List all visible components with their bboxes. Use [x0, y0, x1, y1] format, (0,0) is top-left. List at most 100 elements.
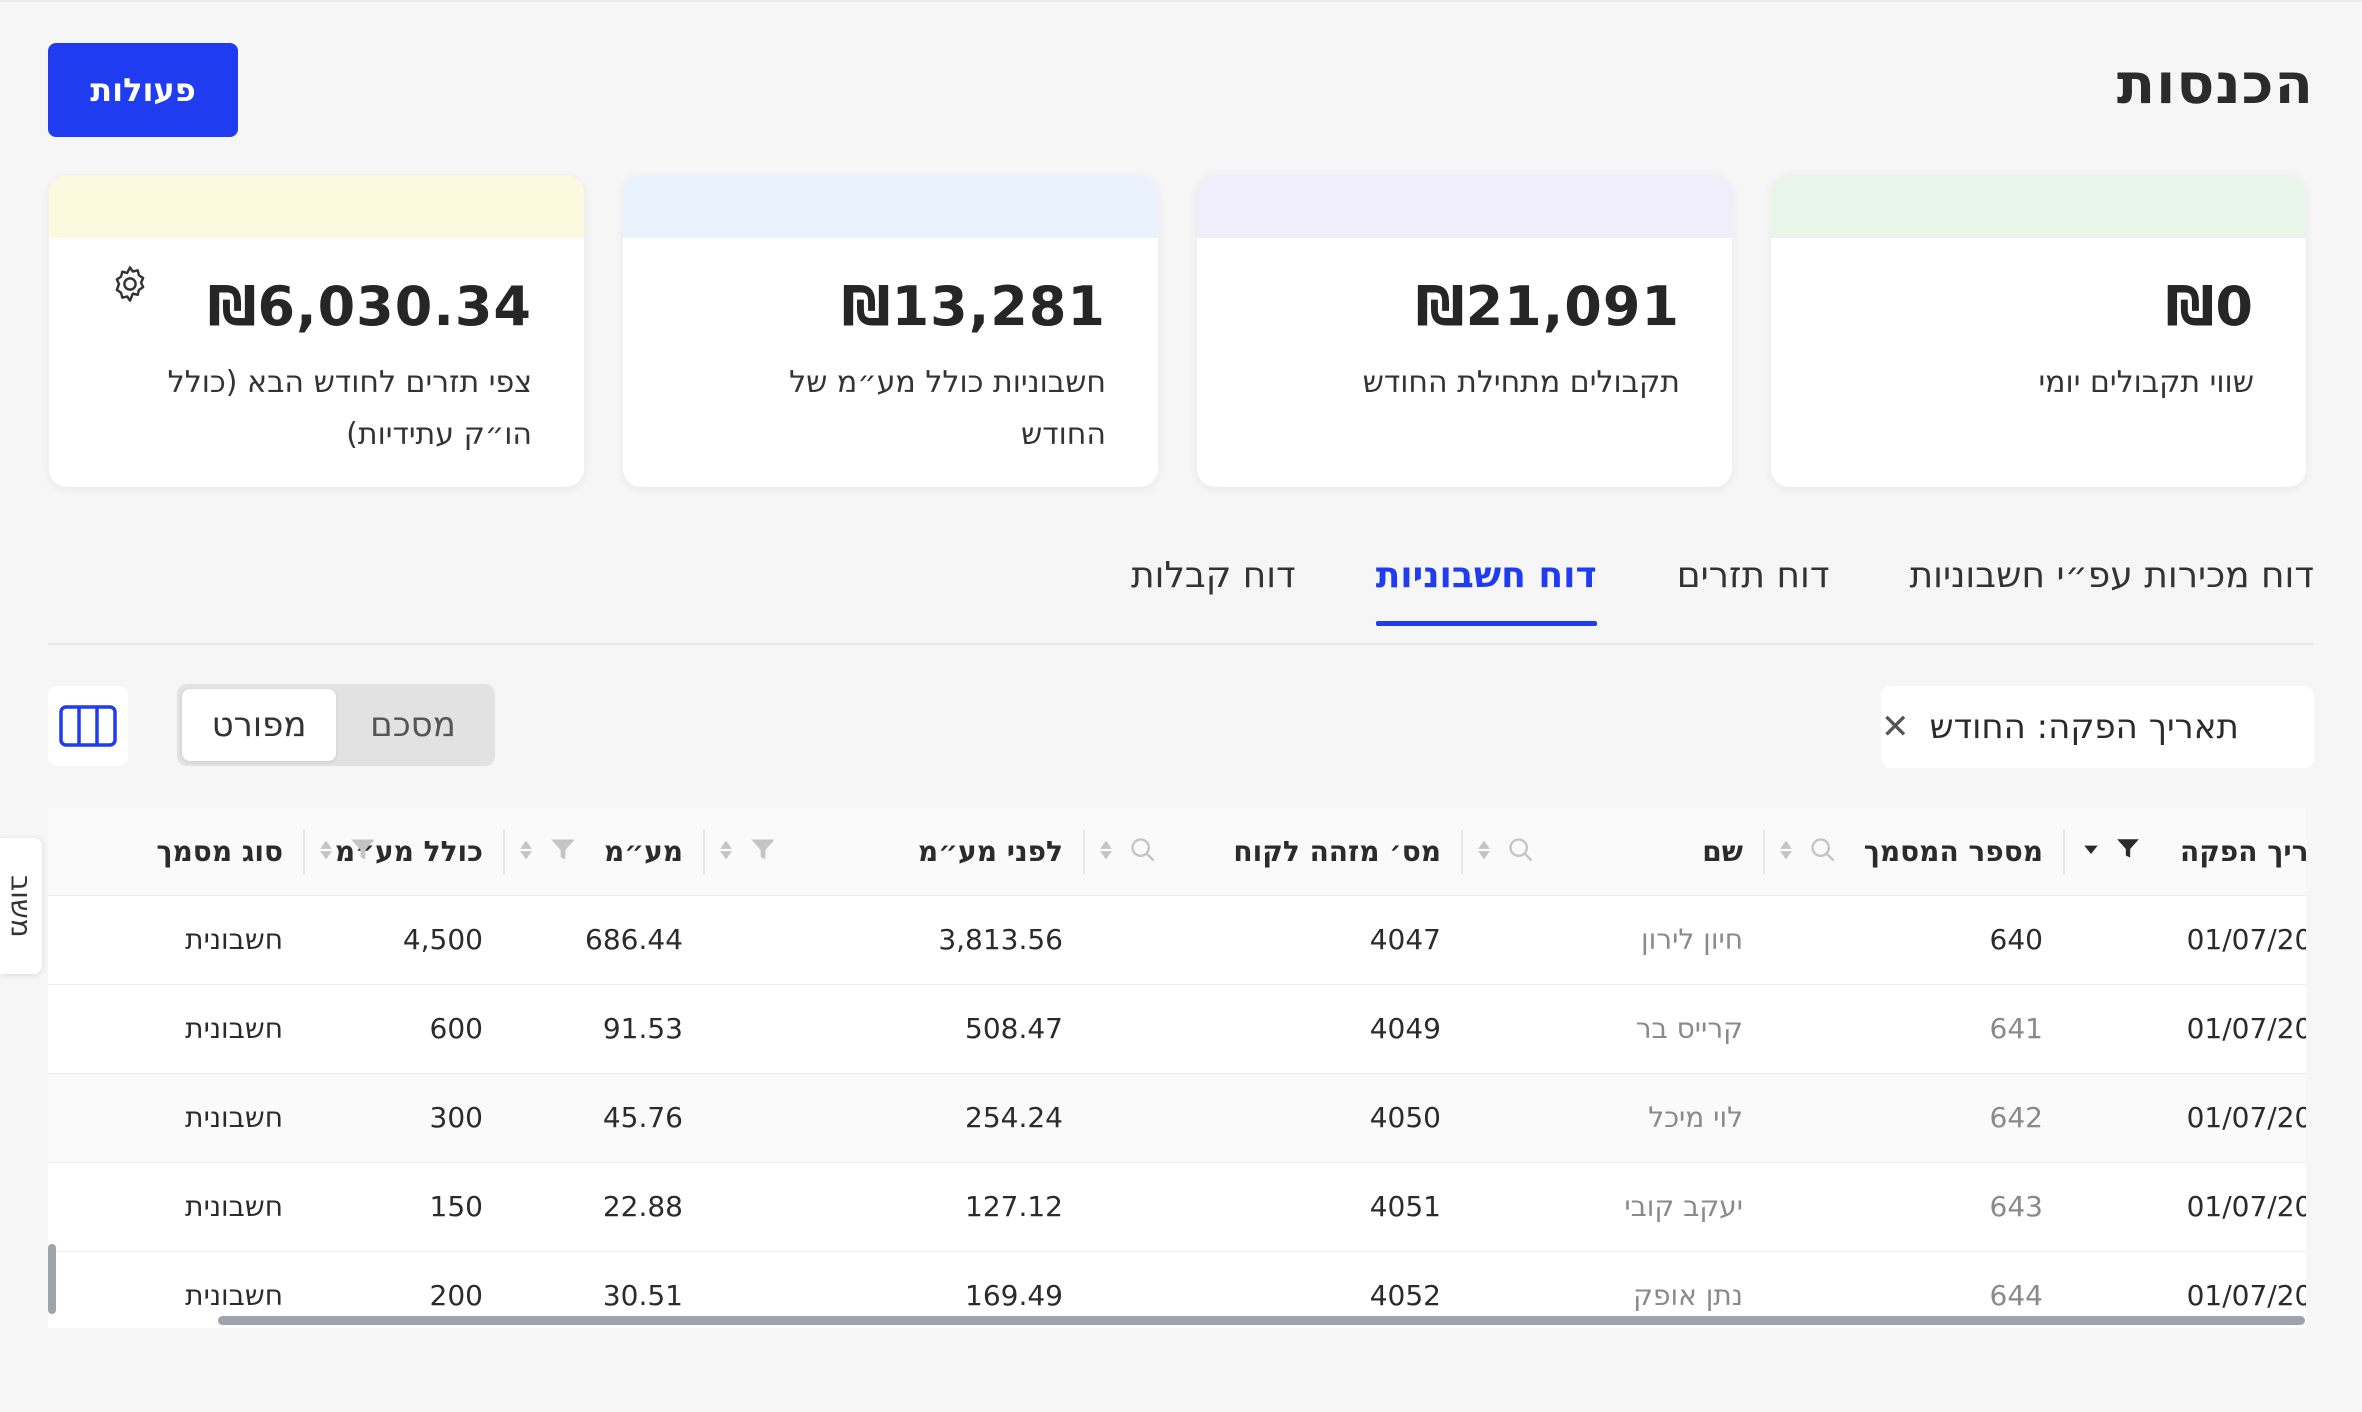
- sort-icon[interactable]: [317, 836, 335, 864]
- tab-cashflow-report[interactable]: דוח תזרים: [1676, 555, 1830, 596]
- cell-document-type: חשבונית: [48, 895, 303, 985]
- cell-vat: 45.76: [503, 1073, 703, 1163]
- column-separator: [2063, 830, 2065, 874]
- table-row[interactable]: 01/07/2025 642 לוי מיכל 4050 254.24 45.7…: [48, 1073, 2306, 1163]
- cell-before-vat: 169.49: [703, 1251, 1083, 1328]
- close-icon[interactable]: ✕: [1881, 707, 1910, 747]
- filter-icon[interactable]: [349, 836, 377, 864]
- tabs-divider: [48, 643, 2314, 645]
- kpi-value: ₪0: [2165, 275, 2254, 338]
- cell-incl-vat: 300: [303, 1073, 503, 1163]
- cell-vat: 30.51: [503, 1251, 703, 1328]
- search-icon[interactable]: [1129, 836, 1157, 864]
- column-header-vat[interactable]: מע״מ: [503, 808, 703, 896]
- column-separator: [1083, 830, 1085, 874]
- table-row[interactable]: 01/07/2025 640 חיון לירון 4047 3,813.56 …: [48, 895, 2306, 985]
- kpi-value: ₪21,091: [1415, 275, 1680, 338]
- actions-button[interactable]: פעולות: [48, 43, 238, 137]
- view-toggle: מפורט מסכם: [177, 684, 495, 766]
- cell-issue-date: 01/07/2025: [2063, 1073, 2306, 1163]
- cell-issue-date: 01/07/2025: [2063, 895, 2306, 985]
- filter-active-icon[interactable]: [2115, 836, 2141, 862]
- columns-icon: [59, 705, 117, 747]
- cell-name: נתן אופק: [1461, 1251, 1763, 1328]
- column-separator: [503, 830, 505, 874]
- kpi-label: חשבוניות כולל מע״מ של החודש: [789, 365, 1106, 452]
- cell-document-type: חשבונית: [48, 1251, 303, 1328]
- column-header-incl-vat[interactable]: כולל מע״מ: [303, 808, 503, 896]
- cell-customer-id: 4051: [1083, 1162, 1461, 1252]
- cell-customer-id: 4047: [1083, 895, 1461, 985]
- search-icon[interactable]: [1809, 836, 1837, 864]
- cell-issue-date: 01/07/2025: [2063, 1162, 2306, 1252]
- tab-receipts-report[interactable]: דוח קבלות: [1130, 555, 1296, 596]
- feedback-side-tab[interactable]: משוב: [0, 838, 42, 974]
- cell-before-vat: 3,813.56: [703, 895, 1083, 985]
- kpi-label: צפי תזרים לחודש הבא (כולל הו״ק עתידיות): [167, 365, 532, 452]
- cell-vat: 91.53: [503, 984, 703, 1074]
- sort-icon[interactable]: [1097, 836, 1115, 864]
- tab-sales-by-invoices-report[interactable]: דוח מכירות עפ״י חשבוניות: [1909, 555, 2315, 596]
- kpi-value: ₪13,281: [841, 275, 1106, 338]
- kpi-card-cashflow-forecast: ₪6,030.34 צפי תזרים לחודש הבא (כולל הו״ק…: [49, 175, 584, 487]
- table-row[interactable]: 01/07/2025 644 נתן אופק 4052 169.49 30.5…: [48, 1251, 2306, 1328]
- column-header-customer-id[interactable]: מס׳ מזהה לקוח: [1083, 808, 1461, 896]
- cell-before-vat: 254.24: [703, 1073, 1083, 1163]
- filter-icon[interactable]: [749, 836, 777, 864]
- column-header-name[interactable]: שם: [1461, 808, 1763, 896]
- sort-icon[interactable]: [517, 836, 535, 864]
- table-row[interactable]: 01/07/2025 641 קרייס בר 4049 508.47 91.5…: [48, 984, 2306, 1074]
- sort-icon[interactable]: [1475, 836, 1493, 864]
- cell-customer-id: 4052: [1083, 1251, 1461, 1328]
- cell-incl-vat: 150: [303, 1162, 503, 1252]
- column-header-issue-date[interactable]: תאריך הפקה: [2063, 808, 2306, 896]
- filter-chip[interactable]: תאריך הפקה: החודש ✕: [1881, 686, 2314, 768]
- report-tabs: דוח קבלות דוח חשבוניות דוח תזרים דוח מכי…: [1051, 555, 2314, 626]
- gear-icon[interactable]: [109, 263, 151, 305]
- kpi-card-monthly-receipts: ₪21,091 תקבולים מתחילת החודש: [1197, 175, 1732, 487]
- sort-icon[interactable]: [717, 836, 735, 864]
- table-row[interactable]: 01/07/2025 643 יעקב קובי 4051 127.12 22.…: [48, 1162, 2306, 1252]
- feedback-label: משוב: [4, 874, 38, 938]
- kpi-label: תקבולים מתחילת החודש: [1362, 365, 1680, 400]
- cell-customer-id: 4050: [1083, 1073, 1461, 1163]
- top-divider: [0, 0, 2362, 2]
- vertical-scrollbar[interactable]: [48, 1244, 56, 1314]
- cell-document-number: 643: [1763, 1162, 2063, 1252]
- search-icon[interactable]: [1507, 836, 1535, 864]
- tab-invoices-report[interactable]: דוח חשבוניות: [1375, 555, 1597, 626]
- cell-issue-date: 01/07/2025: [2063, 1251, 2306, 1328]
- cell-issue-date: 01/07/2025: [2063, 984, 2306, 1074]
- page-title: הכנסות: [2116, 52, 2314, 117]
- column-separator: [303, 830, 305, 874]
- column-header-before-vat[interactable]: לפני מע״מ: [703, 808, 1083, 896]
- card-band: [1197, 175, 1732, 238]
- cell-vat: 22.88: [503, 1162, 703, 1252]
- sort-icon[interactable]: [1777, 836, 1795, 864]
- cell-document-type: חשבונית: [48, 1162, 303, 1252]
- column-header-document-type[interactable]: סוג מסמך: [48, 808, 303, 896]
- kpi-label: שווי תקבולים יומי: [2038, 365, 2254, 400]
- horizontal-scrollbar[interactable]: [218, 1316, 2305, 1325]
- cell-name: חיון לירון: [1461, 895, 1763, 985]
- toggle-detailed[interactable]: מפורט: [182, 689, 336, 761]
- card-band: [1771, 175, 2306, 238]
- columns-button[interactable]: [48, 686, 128, 766]
- cell-name: יעקב קובי: [1461, 1162, 1763, 1252]
- cell-document-number: 640: [1763, 895, 2063, 985]
- cell-name: קרייס בר: [1461, 984, 1763, 1074]
- kpi-card-monthly-invoices: ₪13,281 חשבוניות כולל מע״מ של החודש: [623, 175, 1158, 487]
- cell-document-number: 642: [1763, 1073, 2063, 1163]
- cell-before-vat: 508.47: [703, 984, 1083, 1074]
- table-header-row: תאריך הפקה מספר המסמך שם: [48, 808, 2306, 896]
- sort-desc-icon[interactable]: [2081, 839, 2101, 859]
- cell-customer-id: 4049: [1083, 984, 1461, 1074]
- cell-incl-vat: 4,500: [303, 895, 503, 985]
- card-band: [49, 175, 584, 238]
- filter-icon[interactable]: [549, 836, 577, 864]
- toggle-summary[interactable]: מסכם: [370, 705, 456, 745]
- card-band: [623, 175, 1158, 238]
- column-header-document-number[interactable]: מספר המסמך: [1763, 808, 2063, 896]
- kpi-card-daily-receipts: ₪0 שווי תקבולים יומי: [1771, 175, 2306, 487]
- column-separator: [1763, 830, 1765, 874]
